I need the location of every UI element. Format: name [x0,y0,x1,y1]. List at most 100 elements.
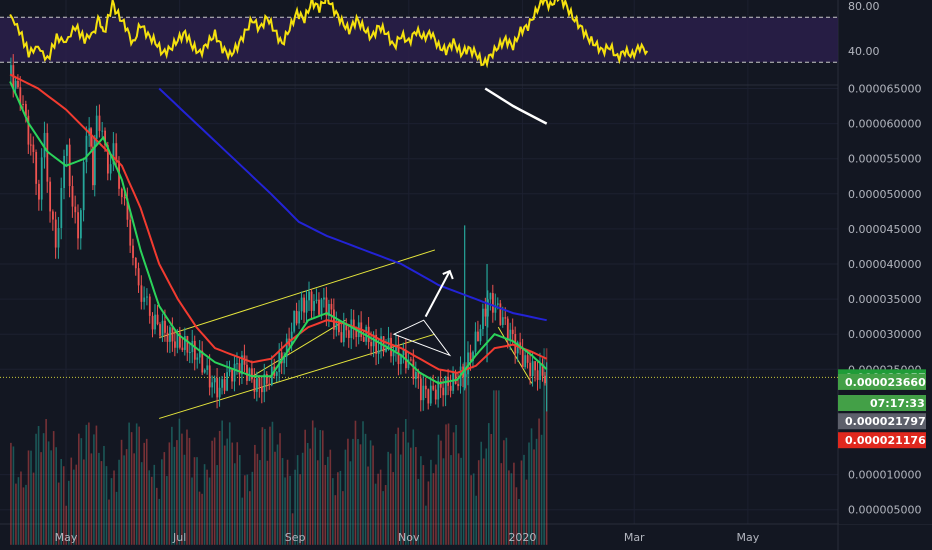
candle-body [464,374,467,378]
volume-bar [163,452,166,545]
volume-bar [52,431,55,545]
price-tick-label: 0.000060000 [848,118,921,131]
candle-body [258,378,261,387]
candle-body [14,80,17,89]
volume-bar [72,469,75,545]
candle-body [63,155,66,189]
volume-bar [110,478,113,545]
candle-body [293,310,296,332]
time-tick-label: May [736,531,759,544]
candle-body [104,130,106,146]
candle-body [213,378,216,383]
volume-bar [306,442,309,545]
volume-bar [475,495,477,545]
candle-body [509,329,512,340]
candle-body [98,115,101,131]
price-tag [838,432,926,449]
volume-bar [412,429,415,545]
volume-bar [538,418,540,545]
volume-bar [148,470,151,545]
candle-body [126,198,129,220]
candle-body [112,143,115,165]
volume-bar [108,499,110,545]
candle-body [422,385,425,401]
volume-bar [251,471,254,545]
candle-body [335,320,338,330]
candle-body [132,245,134,258]
candle-body [280,352,283,364]
volume-bar [216,465,218,545]
candle-body [19,87,22,104]
candle-body [226,372,229,391]
volume-bar [450,455,452,545]
candle-body [198,350,201,358]
volume-bar [176,440,178,545]
candle-body [49,181,52,212]
volume-bar [284,477,286,545]
candle-body [123,197,126,199]
candle-body [323,297,325,300]
drawings[interactable] [392,269,454,357]
rsi-panel[interactable]: 80.00 40.00 [0,0,877,69]
volume-bar [533,449,535,545]
volume-bar [254,444,256,545]
volume-bar [249,491,251,545]
rsi-line [9,0,649,69]
volume-bar [178,418,181,545]
volume-bar [171,426,173,545]
volume-bar [520,460,523,545]
candle-body [188,352,191,354]
candle-body [181,347,184,350]
volume-bar [314,427,317,545]
volume-bar [120,439,123,545]
volume-bar [201,493,203,545]
volume-bar [367,466,369,545]
candle-body [196,357,199,360]
volume-bar [103,445,105,545]
price-tick-label: 0.000045000 [848,223,921,236]
volume-bar [540,434,543,545]
triangle-drawing [392,319,452,357]
volume-bar [440,440,442,545]
volume-bar [377,473,379,545]
volume-bar [67,480,70,545]
volume-bar [228,422,231,545]
candle-body [534,361,537,371]
candle-body [300,297,303,312]
volume-bar [452,432,455,545]
candle-body [424,385,427,390]
volume-bar [17,477,20,545]
volume-bar [181,433,183,545]
candle-body [355,328,358,338]
rsi-tick-label: 80.00 [848,0,880,13]
candle-body [263,373,266,393]
volume-bar [65,505,68,545]
candle-body [93,138,96,186]
volume-bar [85,424,88,545]
volume-bar [208,477,211,545]
volume-bar [70,457,73,545]
volume-bar [299,474,301,545]
volume-bar [359,444,362,545]
volume-bar [203,464,206,545]
volume-bar [492,390,495,545]
candle-body [161,320,164,336]
candle-body [60,188,63,229]
volume-bar [158,498,161,545]
time-axis[interactable]: May Jul Sep Nov 2020 Mar May [55,531,760,544]
price-axis[interactable]: 0.000065000 0.000060000 0.000055000 0.00005… [838,0,932,524]
volume-bar [349,461,352,545]
candle-body [472,351,474,362]
candle-body [516,342,519,354]
candle-body [457,383,460,387]
volume-bar [518,498,520,545]
volume-bar [271,421,274,545]
volume-bar [238,455,241,545]
candle-body [17,80,19,88]
price-tick-label: 0.000005000 [848,504,921,517]
volume-bar [528,442,530,545]
volume-bar [500,463,503,545]
volume-bar [45,419,47,545]
volume-bar [324,464,327,545]
